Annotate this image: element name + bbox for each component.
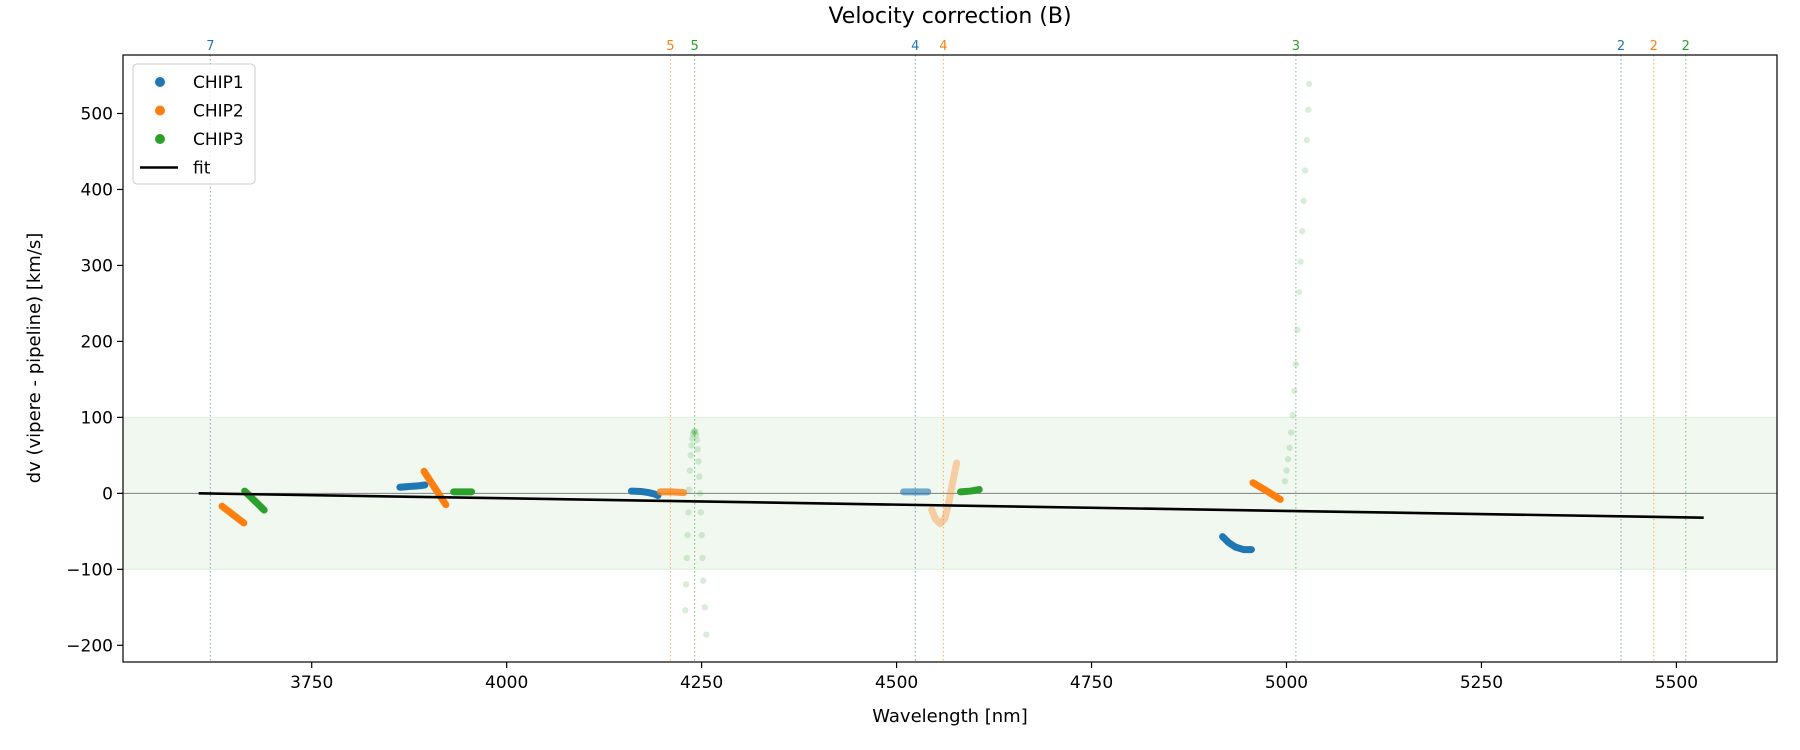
- chip3-point: [682, 581, 690, 588]
- plot-frame: [122, 54, 1778, 663]
- order-marker-label: 2: [1617, 39, 1625, 54]
- chip3-point: [1303, 136, 1310, 144]
- chip3-point: [1305, 106, 1312, 113]
- x-axis-label: Wavelength [nm]: [872, 706, 1028, 727]
- order-marker-label: 7: [206, 39, 214, 54]
- axis-ticks: 3750 4000 4250 4500 4750 5000 5250 5500−200−100…: [66, 104, 1698, 693]
- chip3-point: [683, 554, 691, 562]
- legend-chip3-swatch: [155, 134, 165, 144]
- fit-line: [198, 492, 1704, 519]
- order-marker-label: 2: [1650, 39, 1658, 54]
- chip2-segment: [218, 502, 248, 527]
- legend-label: CHIP3: [193, 130, 244, 150]
- order-marker-label: 4: [911, 39, 919, 54]
- order-marker-label: 5: [666, 39, 674, 54]
- chip3-point: [692, 431, 700, 439]
- chip3-point: [698, 531, 705, 539]
- y-tick-label: 500: [81, 104, 113, 124]
- chip3-point: [1281, 477, 1289, 485]
- y-tick-label: 200: [81, 332, 113, 352]
- chip2-segment: [928, 459, 961, 528]
- chart-title: Velocity correction (B): [828, 4, 1071, 29]
- order-marker-label: 5: [690, 39, 698, 54]
- chip3-point: [695, 458, 702, 465]
- chip3-point: [690, 428, 698, 436]
- chip1-segment: [396, 481, 429, 491]
- chip3-point: [686, 467, 694, 474]
- legend-chip1-swatch: [155, 77, 165, 87]
- chip3-point: [688, 442, 695, 449]
- chip3-point: [685, 486, 693, 493]
- data-layer: [198, 80, 1704, 638]
- chip3-point: [1295, 288, 1303, 296]
- chip3-point: [691, 427, 698, 435]
- chip2-segment: [420, 467, 450, 509]
- y-tick-label: 400: [81, 180, 113, 200]
- chip3-point: [699, 577, 707, 584]
- chip3-point: [1292, 360, 1300, 368]
- legend-chip2-swatch: [155, 105, 165, 116]
- chip3-point: [1294, 326, 1301, 334]
- chip3-point: [1283, 467, 1290, 474]
- y-tick-label: 0: [102, 484, 113, 504]
- y-tick-label: −200: [66, 636, 113, 656]
- chip3-point: [684, 531, 691, 539]
- x-tick-label: 4750: [1070, 673, 1113, 693]
- chip3-point: [696, 473, 703, 480]
- chip3-point: [685, 509, 692, 516]
- chip1-segment: [1219, 533, 1255, 554]
- chip3-point: [701, 604, 708, 611]
- y-tick-label: 300: [81, 256, 113, 276]
- chip3-point: [1291, 387, 1298, 394]
- chip3-point: [693, 436, 701, 444]
- chip3-point: [687, 452, 694, 459]
- chip3-point: [1305, 80, 1313, 88]
- chip3-point: [1300, 197, 1307, 205]
- chip3-point: [1287, 429, 1295, 436]
- order-marker-label: 2: [1682, 39, 1690, 54]
- chip3-point: [1289, 411, 1296, 419]
- chip3-point: [694, 446, 701, 453]
- chip3-point: [1286, 444, 1293, 451]
- x-tick-label: 4000: [485, 673, 528, 693]
- chip3-point: [1298, 228, 1306, 235]
- order-marker-label: 3: [1292, 39, 1300, 54]
- legend-label: CHIP1: [193, 73, 244, 93]
- legend-label: fit: [193, 159, 211, 179]
- y-tick-label: −100: [66, 560, 113, 580]
- chip3-point: [692, 428, 699, 436]
- chip3-point: [689, 435, 696, 442]
- chip3-point: [1297, 258, 1304, 265]
- chip3-point: [689, 430, 697, 438]
- chip3-segment: [957, 486, 983, 496]
- chip1-segment: [627, 487, 662, 500]
- chip3-point: [682, 607, 689, 614]
- chip3-point: [1302, 167, 1309, 174]
- order-marker-label: 4: [939, 39, 947, 54]
- chip3-point: [696, 490, 704, 497]
- x-tick-label: 3750: [290, 673, 333, 693]
- background-layer: [122, 416, 1778, 570]
- chip2-segment: [656, 488, 688, 497]
- x-tick-label: 5000: [1265, 673, 1308, 693]
- x-tick-label: 4500: [875, 673, 918, 693]
- chip3-point: [1284, 455, 1292, 463]
- legend-label: CHIP2: [193, 102, 244, 122]
- x-tick-label: 5250: [1460, 673, 1503, 693]
- x-tick-label: 4250: [680, 673, 723, 693]
- x-tick-label: 5500: [1655, 673, 1698, 693]
- chip2-segment: [1249, 479, 1284, 503]
- legend: CHIP1 CHIP2 CHIP3 fit: [132, 63, 256, 185]
- y-axis-label: dv (vipere - pipeline) [km/s]: [24, 233, 45, 484]
- chip3-point: [699, 554, 706, 562]
- chip3-point: [697, 509, 705, 516]
- legend-box: [132, 63, 256, 185]
- chip3-point: [703, 631, 710, 638]
- y-tick-label: 100: [81, 408, 113, 428]
